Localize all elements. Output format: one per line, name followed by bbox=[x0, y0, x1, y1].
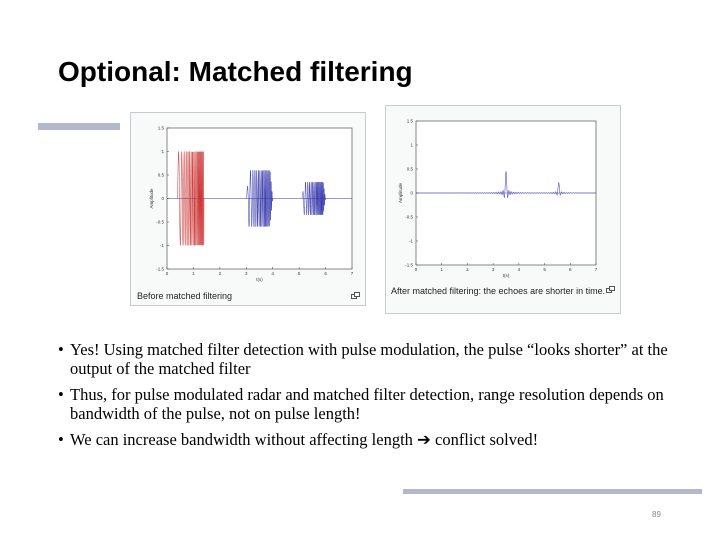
x-tick-label: 0 bbox=[166, 271, 169, 276]
x-axis-label: t(s) bbox=[503, 273, 510, 278]
x-tick-label: 3 bbox=[245, 271, 248, 276]
bullet-item: Yes! Using matched filter detection with… bbox=[58, 340, 668, 378]
x-tick-label: 0 bbox=[415, 267, 418, 272]
y-tick-label: -1.5 bbox=[405, 263, 413, 268]
bullet-item: Thus, for pulse modulated radar and matc… bbox=[58, 385, 668, 423]
page-number: 89 bbox=[652, 510, 661, 519]
x-tick-label: 2 bbox=[466, 267, 469, 272]
transmitted-pulse bbox=[177, 151, 205, 247]
y-axis-label: Amplitude bbox=[398, 183, 403, 204]
y-tick-label: -0.5 bbox=[156, 220, 164, 225]
slide-title: Optional: Matched filtering bbox=[58, 56, 413, 87]
y-tick-label: 1.5 bbox=[158, 126, 165, 131]
y-tick-label: 1 bbox=[410, 143, 413, 148]
figure-caption-after: After matched filtering: the echoes are … bbox=[391, 286, 606, 296]
x-axis-label: t(s) bbox=[256, 277, 263, 282]
y-tick-label: 0.5 bbox=[158, 173, 165, 178]
accent-bar-bottom bbox=[403, 489, 702, 494]
enlarge-icon[interactable] bbox=[606, 286, 615, 293]
compressed-echo-2 bbox=[416, 181, 597, 196]
bullet-item: We can increase bandwidth without affect… bbox=[58, 430, 668, 449]
figure-after-matched-filtering[interactable]: 0 1 2 3 4 5 6 7 1.5 1 0.5 0 -0.5 -1 -1.5 t(s) Amplitude … bbox=[385, 105, 621, 314]
y-tick-label: -1 bbox=[409, 239, 413, 244]
x-tick-label: 5 bbox=[298, 271, 301, 276]
figure-before-matched-filtering[interactable]: 0 1 2 3 4 5 6 7 1.5 1 0.5 0 -0.5 -1 -1.5 t(s) Amplitude … bbox=[130, 112, 366, 306]
y-tick-label: -0.5 bbox=[405, 215, 413, 220]
x-tick-label: 3 bbox=[492, 267, 495, 272]
x-tick-label: 5 bbox=[543, 267, 546, 272]
x-tick-label: 7 bbox=[351, 271, 354, 276]
after-filtering-plot: 0 1 2 3 4 5 6 7 1.5 1 0.5 0 -0.5 -1 -1.5 t(s) Amplitude bbox=[398, 119, 598, 279]
x-tick-label: 6 bbox=[569, 267, 572, 272]
x-tick-label: 2 bbox=[219, 271, 222, 276]
x-tick-label: 1 bbox=[440, 267, 443, 272]
bullet-list: Yes! Using matched filter detection with… bbox=[58, 340, 668, 456]
accent-bar-left bbox=[38, 123, 120, 130]
y-tick-label: -1.5 bbox=[156, 267, 164, 272]
enlarge-icon[interactable] bbox=[351, 292, 360, 299]
x-tick-label: 4 bbox=[271, 271, 274, 276]
echo-pulse-1 bbox=[246, 169, 273, 228]
y-tick-label: 0.5 bbox=[407, 167, 414, 172]
x-tick-label: 4 bbox=[518, 267, 521, 272]
y-tick-label: 0 bbox=[161, 196, 164, 201]
x-tick-label: 1 bbox=[192, 271, 195, 276]
y-tick-label: 0 bbox=[410, 191, 413, 196]
x-tick-label: 6 bbox=[324, 271, 327, 276]
y-axis-label: Amplitude bbox=[149, 188, 154, 209]
y-tick-label: -1 bbox=[160, 243, 164, 248]
x-tick-label: 7 bbox=[595, 267, 598, 272]
echo-pulse-2 bbox=[301, 181, 326, 216]
y-tick-label: 1 bbox=[161, 149, 164, 154]
y-tick-label: 1.5 bbox=[407, 119, 414, 124]
figure-caption-before: Before matched filtering bbox=[137, 291, 233, 301]
before-filtering-plot: 0 1 2 3 4 5 6 7 1.5 1 0.5 0 -0.5 -1 -1.5 t(s) Amplitude bbox=[149, 126, 354, 283]
